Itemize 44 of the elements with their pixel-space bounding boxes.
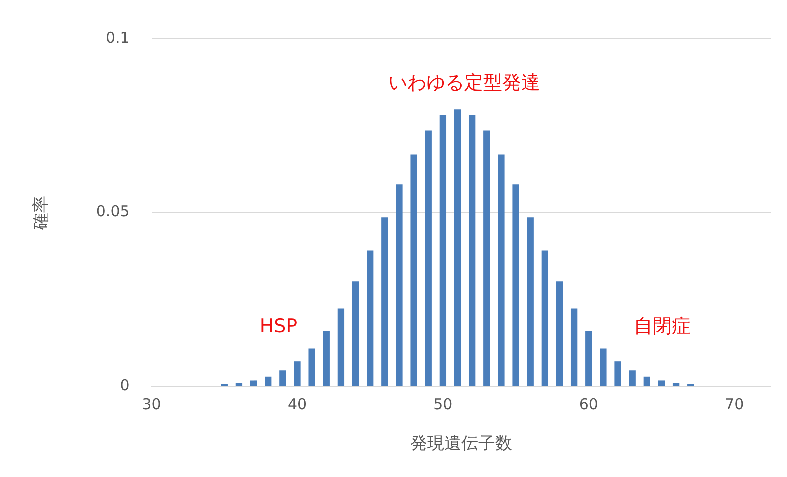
y-tick-label: 0.1	[106, 28, 130, 47]
annotation: 自閉症	[634, 315, 692, 338]
x-tick-label: 30	[142, 395, 162, 414]
bar	[280, 370, 286, 386]
bar	[425, 130, 432, 386]
bar	[527, 218, 534, 386]
bar	[542, 250, 549, 386]
bar	[614, 362, 622, 386]
bar	[600, 348, 607, 386]
bar	[498, 154, 505, 386]
bar	[468, 115, 476, 386]
bar	[396, 184, 403, 386]
bar	[644, 376, 650, 386]
y-tick-label: 0.05	[96, 202, 130, 221]
bar	[586, 331, 592, 386]
x-tick-label: 50	[434, 395, 453, 414]
bar	[512, 184, 520, 386]
bar	[323, 331, 330, 386]
annotation: HSP	[260, 315, 298, 338]
bar	[484, 130, 490, 386]
bar	[265, 376, 272, 386]
bar	[250, 380, 258, 386]
bar	[308, 348, 316, 386]
bar	[440, 115, 447, 386]
y-axis-title: 確率	[32, 196, 52, 231]
bar	[672, 383, 680, 386]
bar	[382, 218, 388, 386]
x-axis-title: 発現遺伝子数	[410, 434, 512, 454]
x-tick-label: 60	[579, 395, 598, 414]
bar	[294, 362, 301, 386]
bar	[454, 110, 462, 386]
x-tick-label: 70	[725, 395, 744, 414]
bar	[236, 383, 243, 386]
bar	[629, 370, 636, 386]
annotation: いわゆる定型発達	[388, 72, 540, 94]
bar	[556, 282, 564, 386]
bar	[570, 308, 578, 386]
bar	[338, 308, 345, 386]
bar	[352, 282, 360, 386]
bar	[658, 380, 666, 386]
y-tick-label: 0	[120, 376, 130, 394]
bar	[367, 250, 374, 386]
x-tick-label: 40	[288, 395, 308, 414]
bar	[410, 154, 418, 386]
